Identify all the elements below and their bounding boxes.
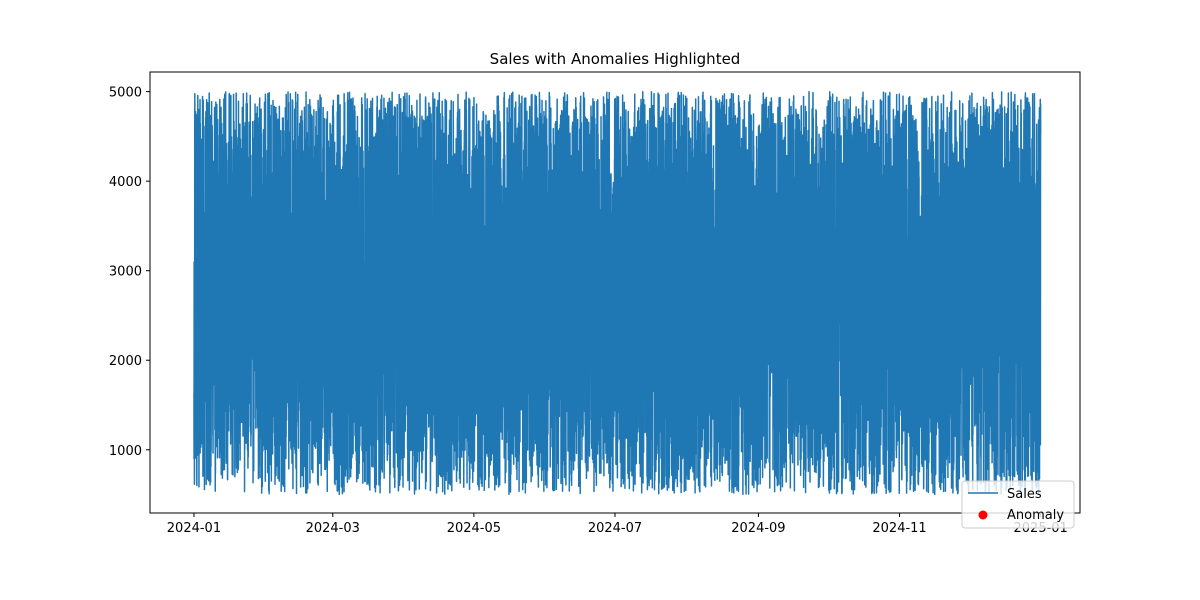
y-tick-label: 4000	[109, 175, 142, 190]
legend-anomaly-marker	[978, 510, 988, 520]
x-tick-label: 2024-07	[588, 521, 642, 536]
y-tick-label: 1000	[109, 444, 142, 459]
y-tick-label: 3000	[109, 265, 142, 280]
y-tick-label: 2000	[109, 354, 142, 369]
plot-area	[193, 90, 1042, 496]
y-axis: 1000 2000 3000 4000 5000	[109, 86, 150, 459]
x-tick-label: 2024-09	[731, 521, 785, 536]
legend-anomaly-label: Anomaly	[1007, 508, 1064, 523]
x-tick-label: 2024-01	[167, 521, 221, 536]
legend: Sales Anomaly	[961, 480, 1075, 529]
legend-sales-label: Sales	[1007, 487, 1042, 502]
x-tick-label: 2024-11	[872, 521, 926, 536]
y-tick-label: 5000	[109, 86, 142, 101]
x-tick-label: 2024-05	[447, 521, 501, 536]
x-tick-label: 2024-03	[306, 521, 360, 536]
chart-title: Sales with Anomalies Highlighted	[490, 50, 741, 68]
sales-series-line	[193, 90, 1042, 496]
